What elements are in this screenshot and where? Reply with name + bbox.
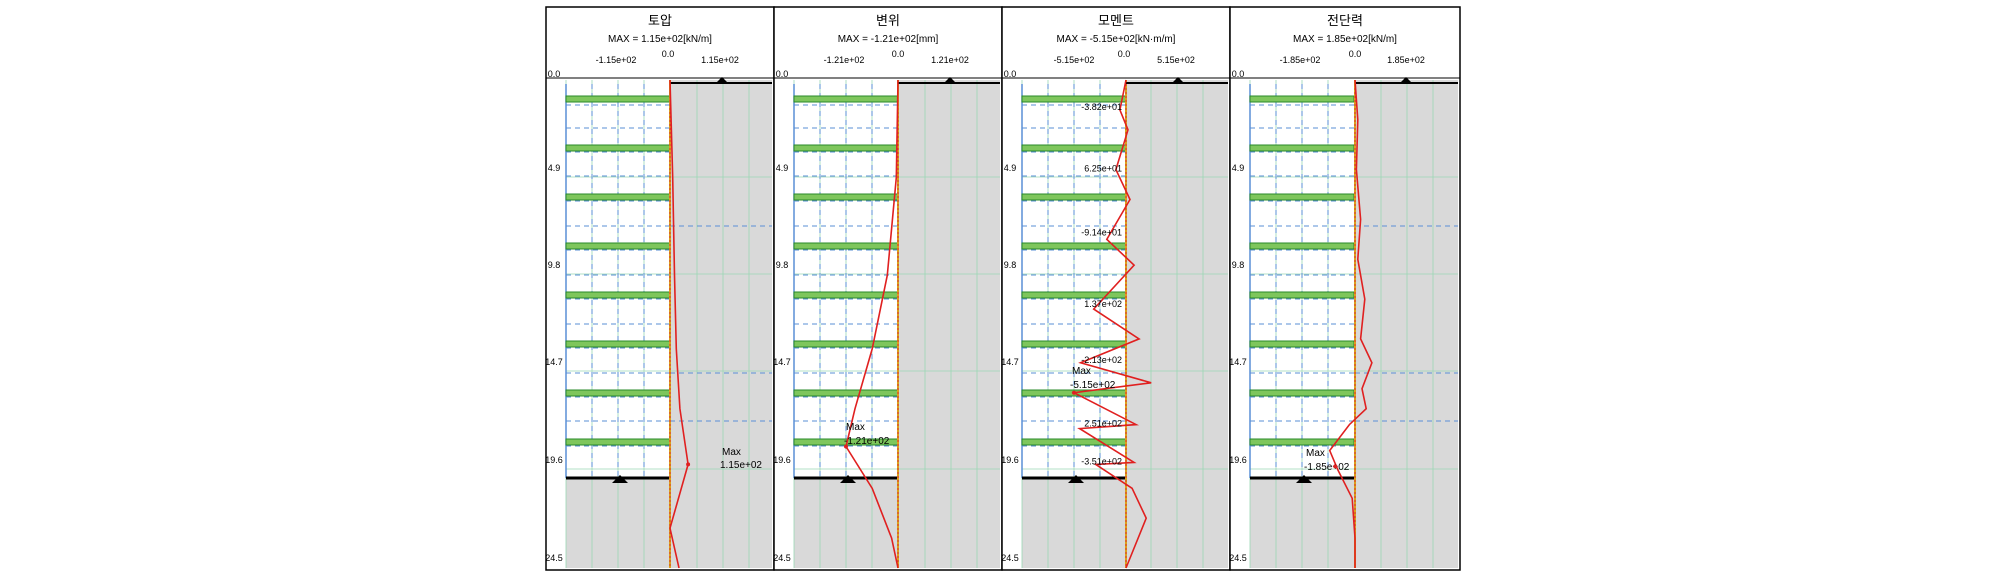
panel-3: 모멘트 MAX = -5.15e+02[kN·m/m] -5.15e+02 0.… bbox=[1001, 6, 1231, 571]
excavation-level-marker bbox=[1296, 475, 1312, 483]
x-tick-label: 0.0 bbox=[662, 49, 675, 59]
section-drawing bbox=[1021, 77, 1228, 568]
max-label-value: -5.15e+02 bbox=[1070, 380, 1116, 391]
max-marker bbox=[844, 444, 848, 449]
depth-label: 0.0 bbox=[1232, 69, 1245, 79]
panel-title: 전단력 bbox=[1327, 13, 1363, 28]
panel-2: 변위 MAX = -1.21e+02[mm] -1.21e+02 0.0 1.2… bbox=[773, 6, 1003, 571]
depth-label: 4.9 bbox=[1004, 163, 1017, 173]
diagram-value-label: 6.25e+01 bbox=[1084, 164, 1122, 174]
max-marker bbox=[1072, 390, 1076, 395]
panel-max-text: MAX = 1.85e+02[kN/m] bbox=[1293, 34, 1397, 45]
depth-label: 0.0 bbox=[1004, 69, 1017, 79]
max-label-title: Max bbox=[846, 422, 865, 433]
max-marker bbox=[1333, 464, 1338, 469]
section-drawing bbox=[1249, 77, 1458, 568]
moment-labels: -3.82e+01 6.25e+01 -9.14e+01 1.37e+02 -2.13e… bbox=[1081, 102, 1122, 466]
depth-label: 24.5 bbox=[1229, 553, 1247, 563]
ground-surface-marker bbox=[716, 77, 728, 83]
result-diagram bbox=[1071, 79, 1152, 569]
section-drawing bbox=[565, 77, 772, 568]
depth-label: 14.7 bbox=[1229, 357, 1247, 367]
result-diagram bbox=[845, 79, 899, 569]
x-tick-label: -1.15e+02 bbox=[596, 55, 637, 65]
section-drawing bbox=[793, 77, 1000, 568]
result-diagram bbox=[1328, 79, 1373, 568]
max-label-value: -1.21e+02 bbox=[844, 436, 890, 447]
x-tick-label: 5.15e+02 bbox=[1157, 55, 1195, 65]
diagram-value-label: -9.14e+01 bbox=[1081, 227, 1122, 237]
x-tick-label: 1.85e+02 bbox=[1387, 55, 1425, 65]
depth-label: 14.7 bbox=[1001, 357, 1019, 367]
depth-label: 4.9 bbox=[776, 163, 789, 173]
dashed-lines bbox=[566, 104, 772, 447]
depth-label: 9.8 bbox=[776, 260, 789, 270]
panel-title: 토압 bbox=[648, 13, 672, 28]
depth-label: 19.6 bbox=[545, 455, 563, 465]
panel-title: 변위 bbox=[876, 13, 900, 28]
soil-area bbox=[670, 80, 772, 568]
excavation-level-marker bbox=[840, 475, 856, 483]
panel-max-text: MAX = 1.15e+02[kN/m] bbox=[608, 34, 712, 45]
depth-label: 4.9 bbox=[1232, 163, 1245, 173]
x-tick-label: 0.0 bbox=[1349, 49, 1362, 59]
strut-rows bbox=[793, 95, 899, 446]
depth-label: 9.8 bbox=[1004, 260, 1017, 270]
panel-title: 모멘트 bbox=[1098, 13, 1134, 28]
depth-label: 19.6 bbox=[1001, 455, 1019, 465]
x-tick-label: -5.15e+02 bbox=[1054, 55, 1095, 65]
diagram-value-label: 1.37e+02 bbox=[1084, 299, 1122, 309]
result-diagram bbox=[669, 79, 689, 569]
max-label-value: -1.85e+02 bbox=[1304, 462, 1350, 473]
x-tick-label: 0.0 bbox=[892, 49, 905, 59]
max-label-title: Max bbox=[722, 447, 741, 458]
soil-area bbox=[1355, 80, 1458, 568]
panel-max-text: MAX = -1.21e+02[mm] bbox=[838, 34, 939, 45]
panel-1: 토압 MAX = 1.15e+02[kN/m] -1.15e+02 0.0 1.… bbox=[545, 6, 775, 571]
soil-area bbox=[899, 80, 1000, 568]
soil-area-below bbox=[794, 478, 899, 568]
depth-label: 24.5 bbox=[545, 553, 563, 563]
depth-label: 0.0 bbox=[548, 69, 561, 79]
x-tick-label: -1.21e+02 bbox=[824, 55, 865, 65]
x-tick-label: -1.85e+02 bbox=[1280, 55, 1321, 65]
panel-4: 전단력 MAX = 1.85e+02[kN/m] -1.85e+02 0.0 1… bbox=[1229, 6, 1461, 571]
depth-label: 0.0 bbox=[776, 69, 789, 79]
max-label-value: 1.15e+02 bbox=[720, 460, 762, 471]
depth-label: 24.5 bbox=[773, 553, 791, 563]
diagram-value-label: -3.82e+01 bbox=[1081, 102, 1122, 112]
depth-label: 14.7 bbox=[773, 357, 791, 367]
excavation-level-marker bbox=[612, 475, 628, 483]
depth-label: 19.6 bbox=[773, 455, 791, 465]
max-marker bbox=[686, 462, 691, 467]
x-tick-label: 1.21e+02 bbox=[931, 55, 969, 65]
diagram-value-label: -2.13e+02 bbox=[1081, 355, 1122, 365]
dashed-lines bbox=[1250, 104, 1458, 447]
depth-label: 4.9 bbox=[548, 163, 561, 173]
max-label-title: Max bbox=[1072, 366, 1091, 377]
excavation-level-marker bbox=[1068, 475, 1084, 483]
depth-label: 14.7 bbox=[545, 357, 563, 367]
panel-max-text: MAX = -5.15e+02[kN·m/m] bbox=[1057, 34, 1176, 45]
depth-label: 9.8 bbox=[548, 260, 561, 270]
depth-label: 24.5 bbox=[1001, 553, 1019, 563]
depth-label: 19.6 bbox=[1229, 455, 1247, 465]
soil-area-below bbox=[1250, 478, 1355, 568]
ground-surface-marker bbox=[1172, 77, 1184, 83]
depth-label: 9.8 bbox=[1232, 260, 1245, 270]
x-tick-label: 1.15e+02 bbox=[701, 55, 739, 65]
max-label-title: Max bbox=[1306, 448, 1325, 459]
ground-surface-marker bbox=[944, 77, 956, 83]
diagram-value-label: 2.51e+02 bbox=[1084, 419, 1122, 429]
diagram-value-label: -3.51e+02 bbox=[1081, 456, 1122, 466]
ground-surface-marker bbox=[1400, 77, 1412, 83]
x-tick-label: 0.0 bbox=[1118, 49, 1131, 59]
